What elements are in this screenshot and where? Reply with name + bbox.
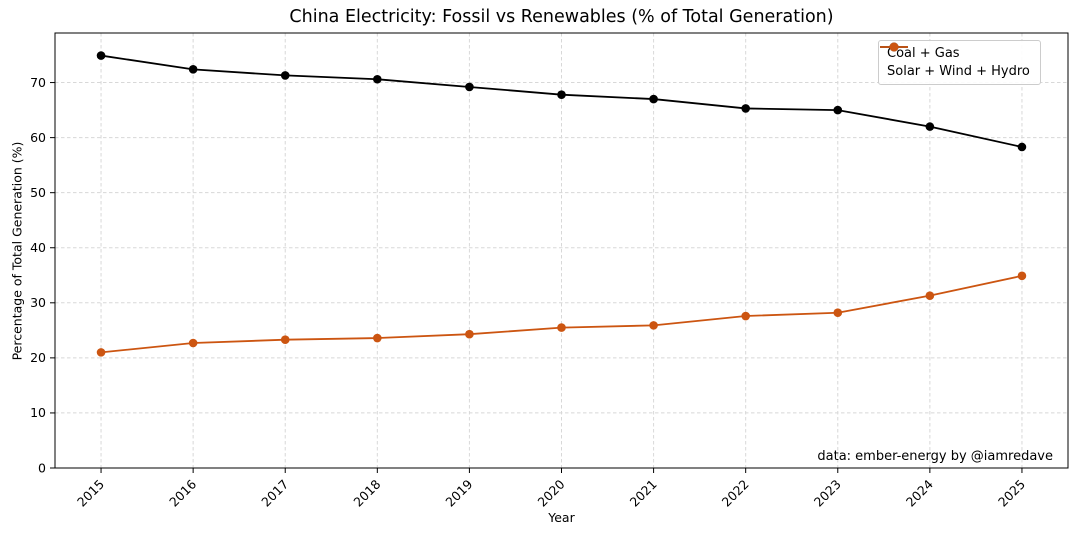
y-tick-label: 70 [30, 75, 46, 90]
data-point-marker [96, 348, 106, 357]
x-tick-label: 2020 [535, 476, 568, 509]
legend-line-sample-icon [880, 42, 908, 52]
x-tick-label: 2017 [258, 477, 291, 510]
data-point-marker [373, 74, 382, 84]
x-tick-label: 2025 [995, 477, 1028, 510]
data-point-marker [188, 65, 198, 74]
y-tick-label: 40 [30, 240, 46, 255]
legend-label: Solar + Wind + Hydro [887, 64, 1030, 79]
y-tick-label: 50 [30, 185, 46, 200]
y-tick-label: 10 [30, 405, 46, 420]
legend: Coal + Gas Solar + Wind + Hydro [878, 40, 1041, 85]
x-tick-label: 2019 [442, 476, 475, 509]
data-point-marker [557, 90, 566, 99]
data-source-annotation: data: ember-energy by @iamredave [817, 449, 1053, 464]
data-point-marker [649, 94, 658, 104]
data-point-marker [96, 51, 106, 60]
x-tick-label: 2022 [719, 477, 752, 510]
x-tick-label: 2023 [811, 477, 844, 510]
data-point-marker [373, 333, 382, 343]
data-point-marker [1017, 142, 1027, 152]
y-axis-label: Percentage of Total Generation (%) [9, 141, 25, 361]
data-point-marker [280, 335, 290, 345]
x-tick-label: 2015 [74, 477, 107, 510]
x-tick-label: 2021 [627, 477, 660, 510]
x-tick-label: 2018 [350, 476, 383, 509]
data-point-marker [280, 71, 290, 80]
x-tick-label: 2024 [903, 476, 936, 509]
data-point-marker [1017, 271, 1027, 281]
data-point-marker [925, 122, 935, 131]
chart-title: China Electricity: Fossil vs Renewables … [289, 7, 834, 27]
data-point-marker [833, 105, 843, 115]
legend-label: Coal + Gas [887, 46, 960, 61]
data-point-marker [649, 321, 658, 330]
y-tick-label: 20 [30, 350, 46, 365]
y-tick-label: 30 [30, 295, 46, 310]
y-tick-label: 0 [38, 460, 46, 475]
data-point-marker [925, 291, 935, 300]
legend-item-solar-wind-hydro: Solar + Wind + Hydro [880, 42, 1030, 79]
data-point-marker [465, 82, 474, 92]
data-point-marker [465, 329, 474, 339]
data-point-marker [833, 308, 843, 318]
data-point-marker [188, 338, 198, 348]
data-point-marker [741, 311, 750, 321]
data-point-marker [557, 323, 566, 332]
x-tick-label: 2016 [166, 476, 199, 509]
data-point-marker [741, 104, 750, 113]
y-tick-label: 60 [30, 130, 46, 145]
x-axis-label: Year [548, 510, 575, 525]
